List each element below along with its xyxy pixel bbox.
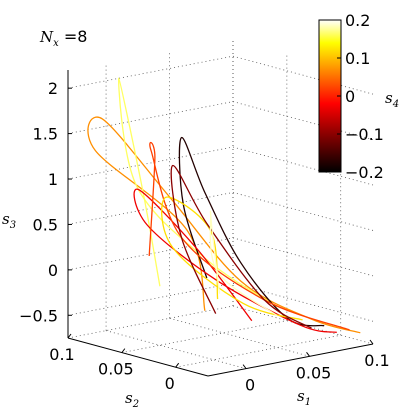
data-series-line [170,164,312,329]
gridline-s3 [232,192,374,231]
colorbar-tick-label: −0.2 [345,163,384,182]
gridline-s3 [67,101,234,134]
data-series-line [148,141,350,331]
s1-tick-label: 0 [245,376,255,395]
s3-tick-label: 1.5 [33,125,58,144]
s1-tick-mark [369,339,374,345]
gridline-s2 [175,334,341,368]
s1-tick-label: 0.05 [296,363,332,382]
data-series-line [209,210,278,317]
s3-tick-label: 2 [48,79,58,98]
s1-tick-label: 0.1 [364,351,389,370]
tick-labels: −0.5 0 0.5 1 1.5 2 0.1 0.05 0 0 0.05 0.1 [19,79,390,394]
colorbar-tick-label: −0.1 [345,125,384,144]
s2-tick-mark [121,348,126,353]
colorbar-tick-label: 0.2 [345,11,370,30]
axis-lines [67,70,374,377]
n-symbol: N [39,28,54,46]
gridline-s1 [105,330,247,370]
s2-axis-label: s2 [125,389,139,409]
s1-axis-label: s1 [297,387,311,408]
data-series-line [178,136,325,327]
gridline-s2 [67,305,234,339]
colorbar-tick-label: 0 [345,87,355,106]
s2-tick-label: 0.05 [98,360,134,379]
gridline-s3 [232,282,374,322]
gridline-s1 [169,317,310,357]
data-series-group [87,77,361,334]
data-series-line [87,116,361,334]
gridline-s3 [232,237,374,277]
gridline-s3 [232,146,374,186]
n-annotation: Nx =8 [39,27,87,49]
s2-axis-line [67,337,209,377]
n-subscript: x [53,38,59,49]
s3-tick-label: 1 [48,170,58,189]
gridline-s3 [67,237,234,271]
s2-tick-mark [175,362,180,368]
s2-tick-label: 0 [165,374,175,393]
colorbar-ticks: 0.2 0.1 0 −0.1 −0.2 [337,11,384,182]
s3-tick-label: 0 [48,261,58,280]
s3-axis-label: s3 [2,210,16,231]
colorbar-tick-label: 0.1 [345,49,370,68]
s3-tick-label: −0.5 [19,306,58,325]
gridline-s3 [232,55,374,95]
s1-tick-mark [306,352,310,357]
gridline-s3 [67,282,234,316]
data-series-line [133,188,337,334]
s2-tick-label: 0.1 [49,345,74,364]
s2-tick-mark [67,333,72,339]
gridline-s3 [67,146,234,180]
gridline-s2 [121,320,287,354]
s3-tick-label: 0.5 [33,215,58,234]
s4-colorbar-label: s4 [385,89,399,110]
s1-axis-line [207,343,374,377]
n-value: =8 [59,27,88,46]
gridline-s3 [232,101,374,140]
s1-tick-mark [242,364,247,369]
gridline-s3 [67,55,234,89]
data-series-line [161,196,303,321]
